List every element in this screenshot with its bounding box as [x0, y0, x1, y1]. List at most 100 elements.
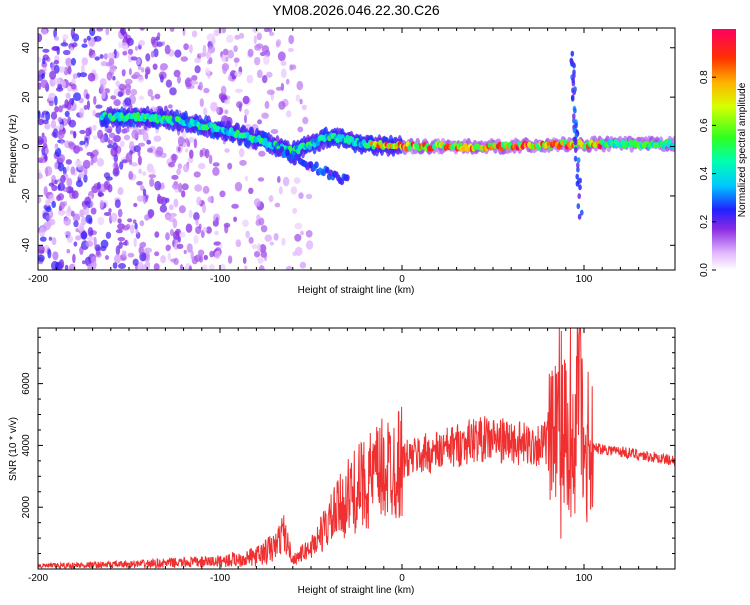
- spectrogram-cell: [233, 57, 240, 63]
- spectrogram-cell: [222, 48, 229, 56]
- spectrogram-cell: [87, 72, 96, 82]
- spectrogram-cell: [92, 109, 96, 117]
- spectrogram-xlabel: Height of straight line (km): [298, 285, 415, 296]
- spectrogram-cell: [54, 55, 60, 62]
- spectrogram-cell: [124, 78, 133, 85]
- spectrogram-cell: [142, 196, 147, 205]
- spectrogram-cell: [280, 60, 287, 66]
- spectrogram-cell: [54, 144, 58, 150]
- spectrogram-cell: [227, 75, 232, 81]
- spectrogram-cell: [273, 233, 279, 241]
- spectrogram-cell: [345, 174, 350, 182]
- spectrogram-cell: [144, 247, 153, 253]
- spectrogram-cell: [288, 34, 295, 45]
- spectrogram-cell: [171, 174, 179, 180]
- spectrogram-cell: [160, 255, 167, 264]
- spectrogram-cell: [55, 87, 64, 92]
- spectrogram-cell: [79, 222, 85, 232]
- spectrogram-cell: [130, 224, 135, 235]
- spectrogram-cell: [146, 139, 152, 145]
- spectrogram-cell: [295, 94, 301, 102]
- spectrogram-cell: [127, 218, 133, 223]
- spectrogram-cell: [38, 245, 45, 254]
- spectrogram-cell: [209, 122, 214, 129]
- spectrogram-cell: [121, 69, 126, 77]
- spectrogram-xtick-label: -200: [28, 274, 48, 285]
- spectrogram-cell: [193, 235, 199, 245]
- spectrogram-cell: [63, 217, 71, 226]
- spectrogram-cell: [79, 72, 88, 78]
- spectrogram-cell: [119, 140, 125, 147]
- spectrogram-cell: [244, 114, 247, 124]
- snr-ticks: -200 -100 0 100 2000 4000 6000: [21, 328, 676, 584]
- spectrogram-cell: [82, 159, 91, 169]
- spectrogram-cell: [159, 204, 168, 213]
- spectrogram-cell: [150, 95, 155, 101]
- spectrogram-cell: [48, 236, 53, 241]
- spectrogram-cell: [123, 134, 131, 141]
- spectrogram-cell: [167, 252, 171, 261]
- spectrogram-cell: [268, 195, 274, 203]
- spectrogram-cell: [212, 162, 220, 167]
- spectrogram-cell: [99, 54, 104, 59]
- spectrogram-cell: [242, 219, 249, 227]
- spectrogram-xtick-label: 100: [576, 274, 593, 285]
- spectrogram-cell: [87, 263, 93, 270]
- spectrogram-cell: [306, 240, 314, 250]
- spectrogram-cell: [277, 176, 281, 183]
- spectrogram-cell: [270, 129, 279, 134]
- spectrogram-cell: [191, 30, 198, 38]
- spectrogram-cell: [73, 241, 78, 247]
- spectrogram-cell: [43, 67, 47, 72]
- spectrogram-cell: [302, 116, 309, 125]
- spectrogram-cell: [183, 163, 190, 173]
- spectrogram-cell: [260, 51, 266, 57]
- spectrogram-cell: [199, 149, 204, 158]
- spectrogram-cell: [167, 245, 172, 250]
- spectrogram-cell: [130, 88, 138, 96]
- spectrogram-cell: [45, 206, 52, 213]
- spectrogram-cell: [292, 251, 298, 256]
- spectrogram-cell: [299, 98, 303, 105]
- spectrogram-cell: [180, 56, 188, 62]
- spectrogram-cell: [54, 161, 59, 170]
- spectrogram-cell: [260, 225, 268, 233]
- spectrogram-cell: [73, 131, 77, 139]
- spectrogram-cell: [105, 176, 113, 181]
- spectrogram-cell: [173, 257, 179, 265]
- spectrogram-cell: [576, 203, 581, 210]
- spectrogram-cell: [191, 75, 198, 81]
- spectrogram-cell: [212, 222, 218, 227]
- spectrogram-cell: [183, 249, 187, 255]
- spectrogram-cell: [123, 44, 129, 52]
- spectrogram-cell: [85, 93, 90, 100]
- spectrogram-cell: [108, 208, 112, 213]
- spectrogram-cell: [60, 140, 64, 145]
- spectrogram-cell: [122, 51, 128, 56]
- spectrogram-cell: [56, 46, 60, 55]
- spectrogram-cell: [254, 56, 261, 66]
- spectrogram-cell: [57, 193, 65, 201]
- spectrogram-cell: [244, 175, 249, 182]
- spectrogram-cell: [48, 100, 54, 107]
- spectrogram-cell: [219, 263, 226, 270]
- spectrogram-cell: [82, 260, 86, 265]
- spectrogram-cell: [285, 149, 290, 156]
- spectrogram-cell: [193, 138, 198, 149]
- spectrogram-cell: [135, 229, 139, 235]
- spectrogram-cell: [231, 203, 239, 209]
- spectrogram-cell: [58, 105, 63, 113]
- spectrogram-cell: [44, 123, 51, 130]
- spectrogram-cell: [247, 48, 254, 58]
- spectrogram-cell: [576, 166, 580, 173]
- spectrogram-cell: [85, 240, 94, 247]
- snr-xtick-label: 100: [576, 573, 593, 584]
- spectrogram-cell: [260, 253, 266, 258]
- spectrogram-cell: [90, 207, 97, 215]
- spectrogram-cell: [298, 192, 304, 200]
- spectrogram-cell: [64, 110, 70, 118]
- spectrogram-cell: [106, 71, 113, 81]
- spectrogram-cell: [169, 212, 177, 217]
